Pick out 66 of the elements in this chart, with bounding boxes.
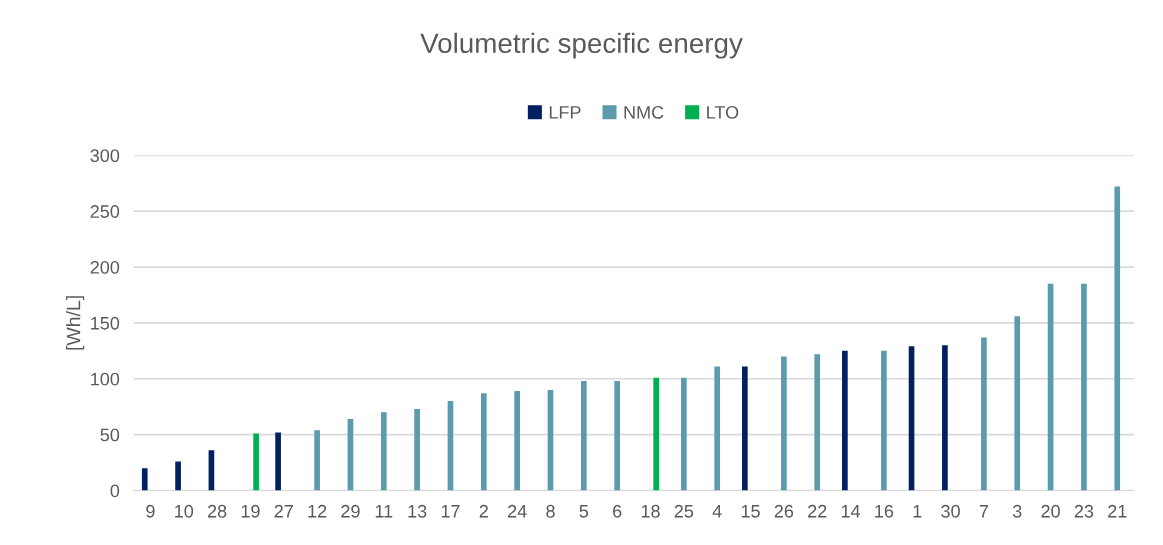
x-tick-label: 14: [841, 505, 861, 518]
x-tick-label: 20: [1041, 504, 1060, 518]
bar: [942, 345, 948, 491]
y-tick-label: 200: [90, 260, 120, 274]
x-tick-label: 9: [146, 504, 155, 518]
x-tick-label: 4: [712, 505, 722, 518]
bar: [480, 393, 487, 491]
chart-title: Volumetric specific energy: [420, 32, 743, 59]
bar: [653, 377, 660, 491]
x-tick-label: 28: [207, 504, 227, 518]
x-tick-label: 30: [941, 504, 960, 518]
x-tick-label: 23: [1074, 504, 1094, 518]
bar: [580, 381, 587, 491]
x-tick-label: 22: [808, 504, 827, 518]
x-tick-label: 27: [274, 504, 293, 518]
bar: [1081, 283, 1087, 491]
bar: [714, 366, 721, 491]
x-tick-label: 29: [341, 504, 360, 518]
y-tick-label: 250: [90, 205, 120, 218]
legend-label: LTO: [707, 105, 739, 119]
bar: [1014, 316, 1021, 491]
bar: [514, 391, 520, 491]
x-tick-label: 12: [308, 504, 327, 518]
x-tick-label: 26: [774, 504, 794, 518]
x-tick-label: 11: [375, 505, 393, 518]
x-tick-label: 15: [741, 505, 760, 518]
y-tick-label: 150: [91, 316, 120, 330]
y-tick-label: 0: [110, 484, 120, 498]
bar: [842, 350, 848, 491]
bar: [175, 461, 181, 491]
bar: [275, 432, 281, 491]
y-tick-label: 300: [90, 149, 120, 163]
bar: [141, 468, 148, 491]
legend-label: LFP: [549, 106, 581, 119]
bar: [380, 412, 387, 491]
bar: [253, 433, 259, 491]
bar: [781, 356, 787, 491]
bar: [981, 337, 987, 491]
bar: [614, 381, 620, 491]
y-axis-title: [Wh/L]: [66, 296, 85, 350]
bar: [314, 430, 320, 491]
x-tick-label: 6: [613, 504, 622, 518]
x-tick-label: 25: [674, 504, 694, 518]
bar: [742, 366, 748, 491]
x-tick-label: 18: [641, 504, 660, 518]
x-tick-label: 19: [241, 504, 260, 518]
x-tick-label: 17: [441, 505, 460, 518]
bar: [881, 350, 887, 491]
bar: [414, 408, 420, 491]
x-tick-label: 8: [546, 504, 555, 518]
y-tick-label: 100: [91, 372, 120, 386]
x-tick-label: 24: [508, 504, 527, 518]
bar: [681, 377, 687, 491]
x-tick-label: 5: [579, 505, 589, 518]
x-tick-label: 7: [979, 505, 989, 518]
legend-label: NMC: [624, 105, 664, 119]
bar: [814, 354, 821, 491]
bar: [1114, 186, 1121, 491]
x-tick-label: 16: [875, 504, 894, 518]
x-tick-label: 2: [479, 504, 488, 518]
y-tick-label: 50: [100, 428, 120, 442]
x-tick-label: 10: [175, 504, 194, 518]
x-tick-label: 13: [408, 504, 427, 518]
x-tick-label: 3: [1012, 504, 1022, 518]
x-tick-label: 21: [1108, 504, 1127, 518]
x-tick-label: 1: [913, 505, 922, 518]
